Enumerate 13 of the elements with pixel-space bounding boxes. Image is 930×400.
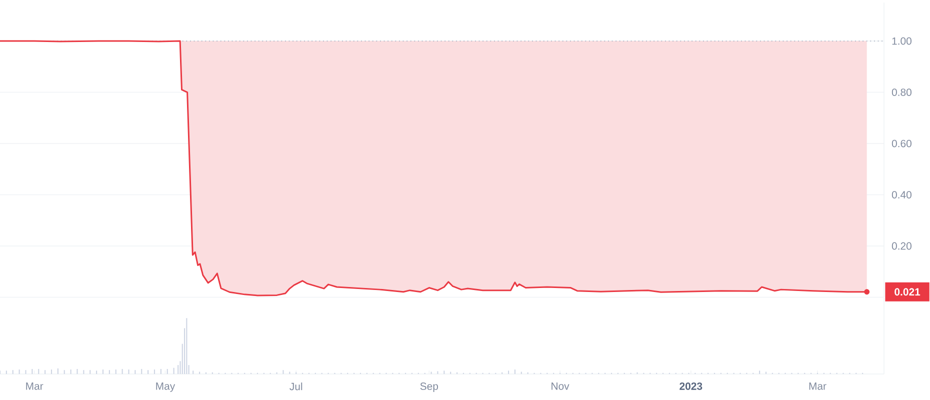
- y-tick-label: 0.80: [892, 88, 912, 96]
- x-tick-label: Jul: [290, 382, 302, 390]
- x-tick-label: Mar: [809, 382, 826, 390]
- x-tick-label: Nov: [552, 382, 570, 390]
- y-tick-label: 0.60: [892, 140, 912, 148]
- y-tick-label: 1.00: [892, 37, 912, 45]
- y-tick-label: 0.40: [892, 191, 912, 198]
- x-tick-label: Mar: [26, 382, 44, 390]
- x-tick-label: 2023: [680, 382, 702, 390]
- x-tick-label: Sep: [420, 382, 438, 392]
- x-tick-label: May: [156, 382, 176, 392]
- annotation: 0.021: [894, 288, 920, 296]
- y-tick-label: 0.20: [892, 242, 912, 250]
